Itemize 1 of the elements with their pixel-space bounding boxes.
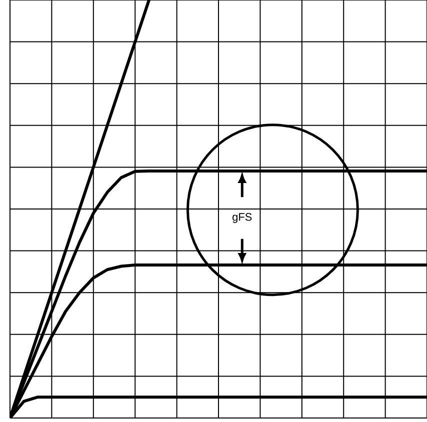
annotation: gFS: [232, 213, 252, 223]
